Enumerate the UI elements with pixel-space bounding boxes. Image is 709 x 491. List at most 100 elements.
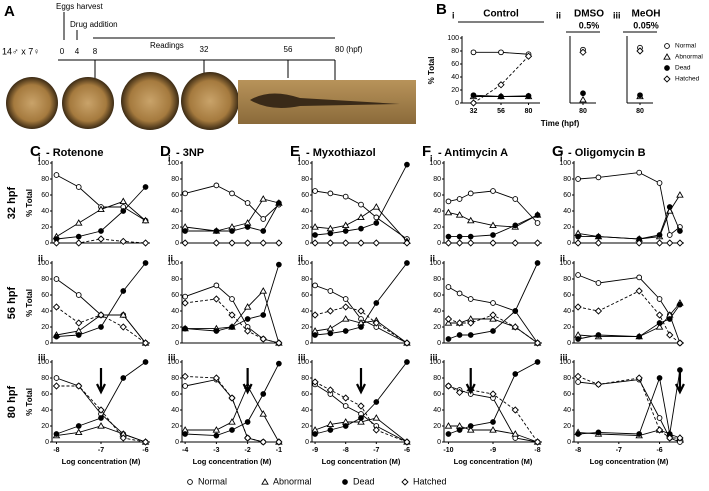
point bbox=[141, 239, 150, 247]
x-tick-label: 80 bbox=[525, 108, 533, 115]
point bbox=[677, 228, 683, 234]
point bbox=[575, 379, 581, 385]
legend-symbol bbox=[401, 478, 409, 486]
x-tick-label: -7 bbox=[98, 447, 104, 454]
point bbox=[212, 426, 221, 433]
y-tick-label: 60 bbox=[301, 192, 309, 199]
point bbox=[142, 359, 149, 365]
subpanel-label: ii bbox=[168, 253, 173, 263]
y-tick-label: 100 bbox=[297, 359, 309, 366]
point bbox=[74, 428, 83, 436]
point bbox=[182, 293, 188, 300]
point bbox=[75, 423, 82, 429]
point bbox=[511, 406, 519, 414]
row-label: 32 hpf bbox=[6, 186, 18, 219]
x-tick-label: -8 bbox=[53, 447, 59, 454]
point bbox=[259, 195, 268, 202]
point bbox=[656, 296, 663, 302]
point bbox=[326, 420, 335, 428]
series-line bbox=[314, 318, 408, 344]
point bbox=[372, 239, 380, 247]
point bbox=[594, 380, 603, 389]
point bbox=[327, 190, 334, 197]
series-line bbox=[314, 384, 408, 443]
point bbox=[373, 300, 380, 306]
legend-label: Normal bbox=[675, 43, 697, 50]
point bbox=[456, 290, 463, 297]
y-tick-label: 0 bbox=[305, 439, 309, 446]
panel-label: D bbox=[160, 143, 171, 160]
point bbox=[229, 228, 235, 234]
subpanel-label: iii bbox=[298, 352, 306, 362]
series-line bbox=[473, 55, 529, 104]
y-tick-label: 80 bbox=[563, 276, 571, 283]
y-tick-label: 60 bbox=[563, 192, 571, 199]
y-tick-label: 0 bbox=[45, 240, 49, 247]
y-tick-label: 40 bbox=[171, 208, 179, 215]
y-tick-label: 40 bbox=[301, 407, 309, 414]
point bbox=[636, 169, 643, 176]
point bbox=[445, 336, 452, 342]
y-tick-label: 40 bbox=[563, 308, 571, 315]
point bbox=[182, 325, 188, 332]
subpanel-label: i bbox=[560, 153, 563, 163]
point bbox=[357, 239, 365, 247]
point bbox=[357, 213, 365, 221]
y-tick-label: 40 bbox=[171, 308, 179, 315]
x-tick-label: -3 bbox=[213, 447, 219, 454]
point bbox=[677, 301, 683, 308]
series-line bbox=[578, 172, 681, 236]
arrow-annotation bbox=[242, 368, 253, 395]
point bbox=[579, 95, 587, 103]
point bbox=[574, 239, 582, 247]
point bbox=[489, 221, 497, 229]
point bbox=[312, 431, 318, 437]
point bbox=[666, 204, 673, 210]
point bbox=[470, 92, 477, 99]
point bbox=[676, 191, 684, 198]
point bbox=[259, 438, 267, 446]
y-axis-label: % Total bbox=[427, 57, 436, 85]
embryo-image bbox=[181, 72, 239, 130]
point bbox=[636, 47, 644, 55]
y-tick-label: 20 bbox=[171, 224, 179, 231]
embryo-image bbox=[62, 77, 114, 129]
point bbox=[327, 230, 334, 237]
y-tick-label: 60 bbox=[301, 292, 309, 299]
point bbox=[533, 438, 542, 446]
y-tick-label: 0 bbox=[437, 439, 441, 446]
point bbox=[404, 161, 410, 168]
point bbox=[182, 383, 188, 389]
point bbox=[97, 406, 105, 414]
point bbox=[52, 303, 61, 311]
point bbox=[259, 335, 267, 343]
point bbox=[120, 375, 127, 381]
larva-shape bbox=[250, 93, 400, 108]
panel-label: F bbox=[422, 143, 431, 160]
point bbox=[259, 239, 267, 247]
arrow-annotation bbox=[465, 368, 476, 395]
point bbox=[260, 312, 267, 318]
point bbox=[75, 233, 82, 240]
point bbox=[52, 382, 61, 390]
series-line bbox=[577, 290, 681, 344]
point bbox=[229, 427, 235, 433]
x-axis-label: Log concentration (M) bbox=[322, 457, 401, 466]
series-line bbox=[577, 304, 681, 340]
point bbox=[342, 403, 349, 409]
arrow-annotation bbox=[356, 368, 366, 395]
point bbox=[244, 316, 251, 322]
series-line bbox=[185, 363, 280, 437]
point bbox=[512, 196, 519, 202]
point bbox=[119, 434, 127, 442]
legend-symbol bbox=[342, 479, 348, 485]
y-tick-label: 60 bbox=[171, 192, 179, 199]
subpanel-label: iii bbox=[38, 352, 46, 362]
y-tick-label: 80 bbox=[41, 176, 49, 183]
legend-label: Hatched bbox=[413, 476, 447, 486]
point bbox=[445, 233, 452, 240]
point bbox=[595, 174, 602, 181]
y-tick-label: 80 bbox=[41, 276, 49, 283]
